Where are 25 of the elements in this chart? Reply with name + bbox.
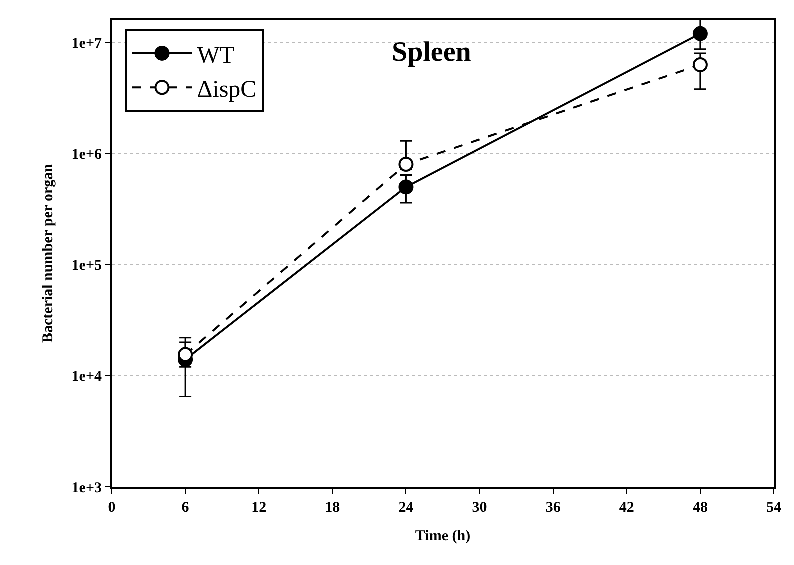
point bbox=[692, 57, 708, 72]
x-axis-title: Time (h) bbox=[415, 528, 471, 544]
y-tick-label: 1e+6 bbox=[72, 147, 102, 164]
point bbox=[692, 26, 708, 42]
point bbox=[398, 180, 414, 195]
y-tick-label: 1e+3 bbox=[72, 480, 102, 496]
y-tick-label: 1e+7 bbox=[72, 36, 102, 52]
x-tick-label: 18 bbox=[325, 500, 340, 516]
x-tick-label: 48 bbox=[692, 500, 708, 516]
x-tick-label: 12 bbox=[252, 500, 267, 516]
y-tick-label: 1e+5 bbox=[72, 258, 102, 274]
point bbox=[398, 157, 414, 172]
legend-label: WT bbox=[197, 42, 235, 69]
legend-label: ΔispC bbox=[197, 77, 257, 103]
point bbox=[178, 347, 194, 362]
x-tick-label: 30 bbox=[472, 500, 488, 516]
x-tick-label: 36 bbox=[546, 500, 562, 516]
x-tick-label: 0 bbox=[108, 500, 116, 516]
y-tick-label: 1e+4 bbox=[72, 369, 102, 386]
annotation: Spleen bbox=[392, 37, 472, 68]
x-tick-label: 6 bbox=[182, 500, 190, 516]
x-tick-label: 54 bbox=[766, 500, 782, 516]
x-tick-label: 24 bbox=[398, 500, 414, 516]
x-tick-label: 42 bbox=[619, 500, 634, 516]
y-axis-title: Bacterial number per organ bbox=[40, 163, 57, 344]
